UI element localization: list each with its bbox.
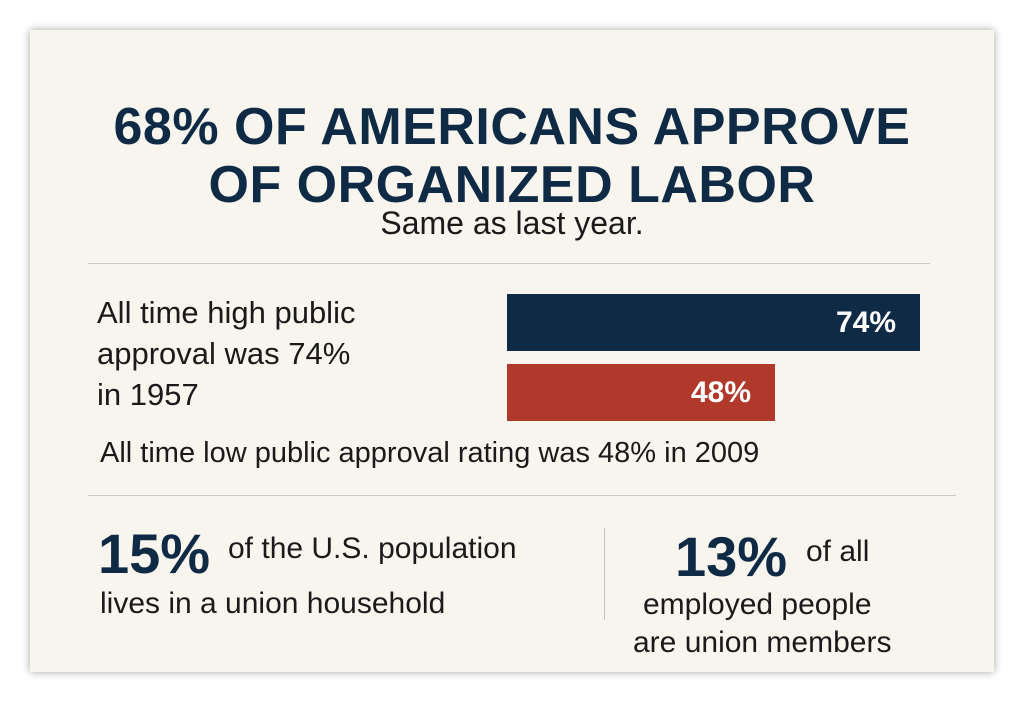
members-stat-text-3: are union members <box>633 626 892 659</box>
high-note-line-2: approval was 74% <box>97 336 351 371</box>
household-stat-text-1: of the U.S. population <box>228 532 517 565</box>
subtitle: Same as last year. <box>380 205 644 241</box>
headline: 68% OF AMERICANS APPROVE OF ORGANIZED LA… <box>30 98 994 214</box>
low-approval-note: All time low public approval rating was … <box>100 437 760 469</box>
headline-line-2: OF ORGANIZED LABOR <box>208 156 816 214</box>
headline-line-1: 68% OF AMERICANS APPROVE <box>113 98 911 156</box>
middle-divider <box>88 495 956 496</box>
household-stat-value: 15% <box>98 522 211 585</box>
members-stat-text-1: of all <box>806 535 870 568</box>
bar-high-approval: 74% <box>507 294 920 351</box>
infographic-card: 68% OF AMERICANS APPROVE OF ORGANIZED LA… <box>30 30 994 672</box>
members-stat-text-2: employed people <box>643 588 872 621</box>
bar-high-label: 74% <box>835 305 896 339</box>
high-note-line-1: All time high public <box>97 295 356 330</box>
high-note-line-3: in 1957 <box>97 377 199 412</box>
bar-low-label: 48% <box>690 375 751 409</box>
stat-separator <box>604 528 605 620</box>
household-stat-text-2: lives in a union household <box>100 587 446 620</box>
bar-low-approval: 48% <box>507 364 775 421</box>
members-stat-value: 13% <box>675 525 788 588</box>
high-approval-note: All time high public approval was 74% in… <box>97 292 437 415</box>
top-divider <box>88 263 930 264</box>
